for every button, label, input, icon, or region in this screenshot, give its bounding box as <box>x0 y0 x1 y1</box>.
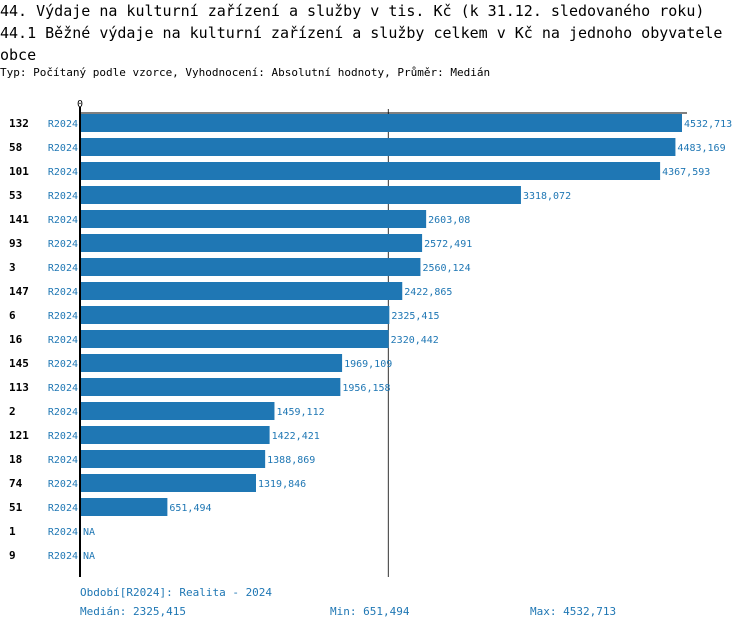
category-label: 147 <box>9 285 29 298</box>
value-label: 4532,713 <box>684 119 732 130</box>
category-label: 18 <box>9 453 22 466</box>
value-label: 4483,169 <box>677 143 725 154</box>
category-label: 74 <box>9 477 23 490</box>
period-label: R2024 <box>48 503 78 514</box>
period-label: R2024 <box>48 119 78 130</box>
value-label: 1956,158 <box>342 383 390 394</box>
category-label: 132 <box>9 117 29 130</box>
period-label: R2024 <box>48 191 78 202</box>
category-label: 93 <box>9 237 22 250</box>
value-label: NA <box>83 551 95 562</box>
period-label: R2024 <box>48 239 78 250</box>
bar <box>81 498 168 516</box>
period-label: R2024 <box>48 527 78 538</box>
bar <box>81 474 257 492</box>
category-label: 145 <box>9 357 29 370</box>
period-label: R2024 <box>48 311 78 322</box>
period-label: R2024 <box>48 455 78 466</box>
bar <box>81 282 403 300</box>
footer-max: Max: 4532,713 <box>530 605 617 618</box>
period-label: R2024 <box>48 479 78 490</box>
period-label: R2024 <box>48 551 78 562</box>
bar <box>81 378 341 396</box>
value-label: 4367,593 <box>662 167 710 178</box>
bar <box>81 114 682 132</box>
period-label: R2024 <box>48 383 78 394</box>
period-label: R2024 <box>48 167 78 178</box>
bar <box>81 210 427 228</box>
category-label: 141 <box>9 213 29 226</box>
chart-subtitle: 44.1 Běžné výdaje na kulturní zařízení a… <box>0 24 723 64</box>
value-label: 2320,442 <box>391 335 439 346</box>
bar <box>81 162 661 180</box>
value-label: 2572,491 <box>424 239 472 250</box>
category-label: 6 <box>9 309 16 322</box>
category-label: 121 <box>9 429 29 442</box>
chart-info: Typ: Počítaný podle vzorce, Vyhodnocení:… <box>0 66 491 79</box>
value-label: 2560,124 <box>422 263 470 274</box>
value-label: 1459,112 <box>276 407 324 418</box>
axis-tick-label: 0 <box>77 99 83 110</box>
bar <box>81 426 270 444</box>
category-label: 9 <box>9 549 16 562</box>
bar <box>81 330 389 348</box>
footer-median: Medián: 2325,415 <box>80 605 186 618</box>
category-label: 53 <box>9 189 22 202</box>
period-label: R2024 <box>48 431 78 442</box>
value-label: 3318,072 <box>523 191 571 202</box>
value-label: 1422,421 <box>272 431 320 442</box>
value-label: 2422,865 <box>404 287 452 298</box>
bar <box>81 186 521 204</box>
period-label: R2024 <box>48 263 78 274</box>
period-label: R2024 <box>48 407 78 418</box>
category-label: 51 <box>9 501 23 514</box>
value-label: 1388,869 <box>267 455 315 466</box>
bar <box>81 234 423 252</box>
period-label: R2024 <box>48 143 78 154</box>
bar <box>81 402 275 420</box>
category-label: 16 <box>9 333 23 346</box>
period-label: R2024 <box>48 335 78 346</box>
period-label: R2024 <box>48 359 78 370</box>
period-label: R2024 <box>48 287 78 298</box>
value-label: 1969,109 <box>344 359 392 370</box>
bar <box>81 354 343 372</box>
category-label: 101 <box>9 165 29 178</box>
bar <box>81 306 390 324</box>
category-label: 2 <box>9 405 16 418</box>
bar <box>81 450 266 468</box>
value-label: 2325,415 <box>391 311 439 322</box>
footer-min: Min: 651,494 <box>330 605 410 618</box>
value-label: 1319,846 <box>258 479 306 490</box>
bar <box>81 258 421 276</box>
value-label: 651,494 <box>169 503 211 514</box>
category-label: 58 <box>9 141 22 154</box>
footer-period: Období[R2024]: Realita - 2024 <box>80 586 273 599</box>
period-label: R2024 <box>48 215 78 226</box>
bar <box>81 138 676 156</box>
category-label: 113 <box>9 381 29 394</box>
value-label: 2603,08 <box>428 215 470 226</box>
category-label: 3 <box>9 261 16 274</box>
category-label: 1 <box>9 525 16 538</box>
value-label: NA <box>83 527 95 538</box>
chart-title: 44. Výdaje na kulturní zařízení a služby… <box>0 2 705 20</box>
